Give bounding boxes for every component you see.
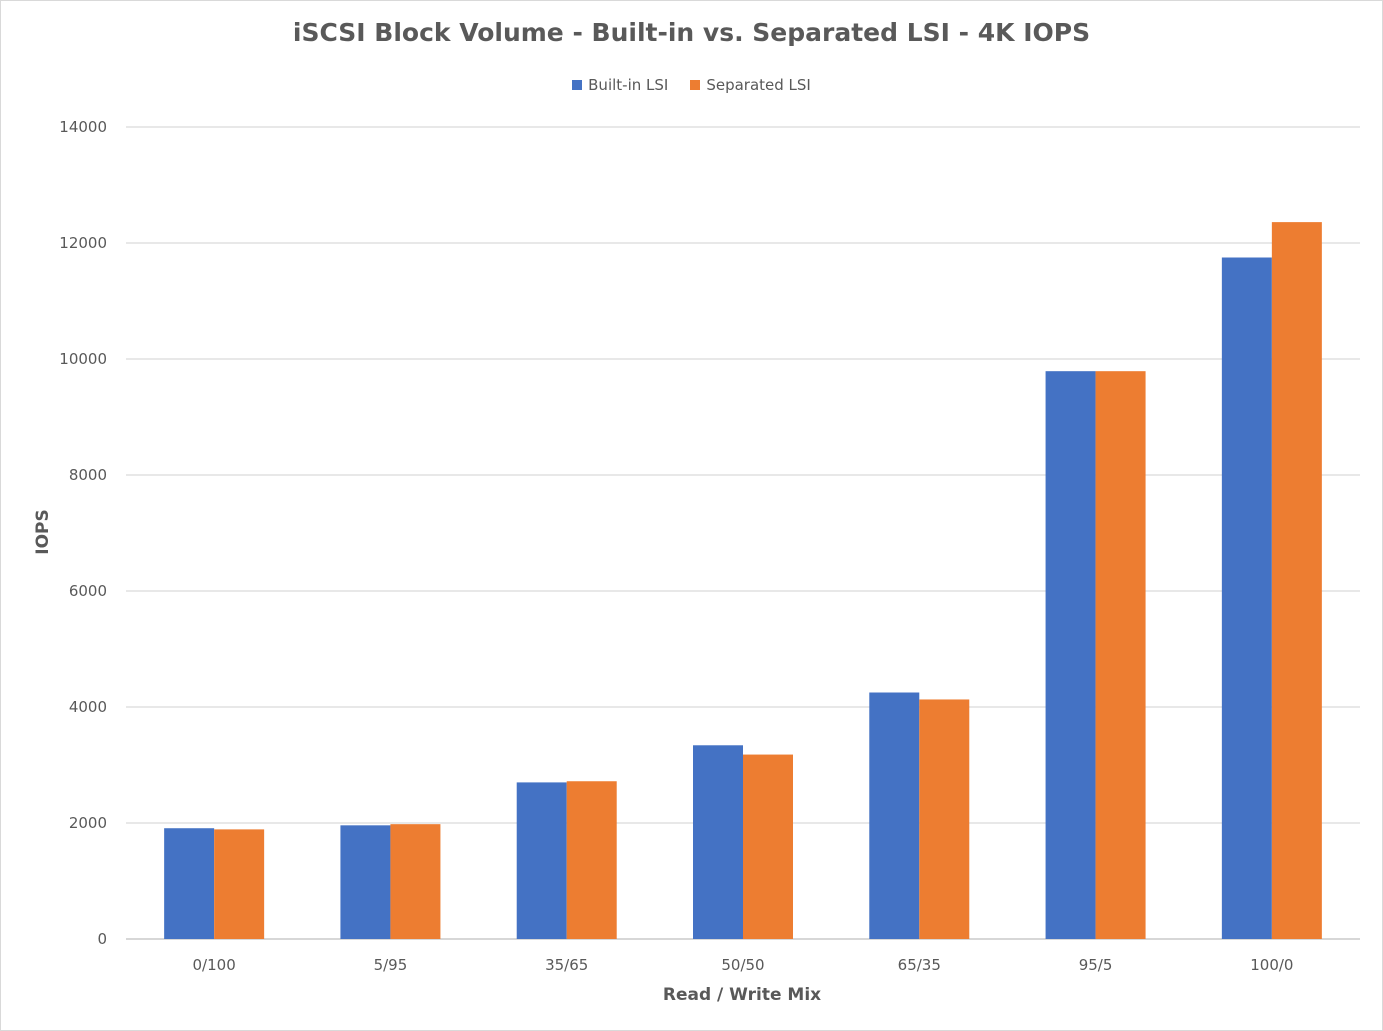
bar-separated-35-65 <box>566 781 617 939</box>
legend-item-built-in: Built-in LSI <box>572 76 668 94</box>
y-axis-title: IOPS <box>33 509 53 554</box>
legend-label-separated: Separated LSI <box>706 76 811 94</box>
y-tick-label: 8000 <box>69 466 107 484</box>
bar-separated-95-5 <box>1095 371 1146 939</box>
y-tick-label: 2000 <box>69 814 107 832</box>
y-tick-label: 14000 <box>59 118 107 136</box>
bars <box>164 222 1322 939</box>
x-tick-label: 0/100 <box>193 956 236 974</box>
bar-built-in-50-50 <box>693 745 743 939</box>
x-axis-ticks: 0/100 5/95 35/65 50/50 65/35 95/5 100/0 <box>193 956 1294 974</box>
y-tick-label: 0 <box>97 930 107 948</box>
y-tick-label: 10000 <box>59 350 107 368</box>
legend-label-built-in: Built-in LSI <box>588 76 669 94</box>
bar-built-in-35-65 <box>516 782 567 939</box>
bar-separated-65-35 <box>919 699 970 939</box>
y-tick-label: 6000 <box>69 582 107 600</box>
x-tick-label: 95/5 <box>1079 956 1113 974</box>
y-axis-ticks: 0 2000 4000 6000 8000 10000 12000 14000 <box>59 118 107 948</box>
x-tick-label: 5/95 <box>374 956 408 974</box>
bar-separated-5-95 <box>390 824 441 939</box>
legend-item-separated: Separated LSI <box>690 76 811 94</box>
bar-built-in-0-100 <box>164 828 215 939</box>
bar-built-in-100-0 <box>1221 257 1272 939</box>
bar-separated-100-0 <box>1271 222 1322 939</box>
x-tick-label: 50/50 <box>721 956 764 974</box>
y-tick-label: 4000 <box>69 698 107 716</box>
chart-title: iSCSI Block Volume - Built-in vs. Separa… <box>292 18 1091 47</box>
legend: Built-in LSI Separated LSI <box>0 76 1383 94</box>
x-axis-title: Read / Write Mix <box>663 985 821 1005</box>
bar-separated-50-50 <box>743 754 793 939</box>
x-tick-label: 35/65 <box>545 956 588 974</box>
x-tick-label: 100/0 <box>1250 956 1293 974</box>
bar-built-in-65-35 <box>869 692 920 939</box>
legend-swatch-separated <box>690 80 701 90</box>
legend-swatch-built-in <box>572 80 583 90</box>
bar-built-in-95-5 <box>1045 371 1096 939</box>
x-tick-label: 65/35 <box>898 956 941 974</box>
bar-built-in-5-95 <box>340 825 391 939</box>
y-tick-label: 12000 <box>59 234 107 252</box>
bar-separated-0-100 <box>214 829 265 939</box>
